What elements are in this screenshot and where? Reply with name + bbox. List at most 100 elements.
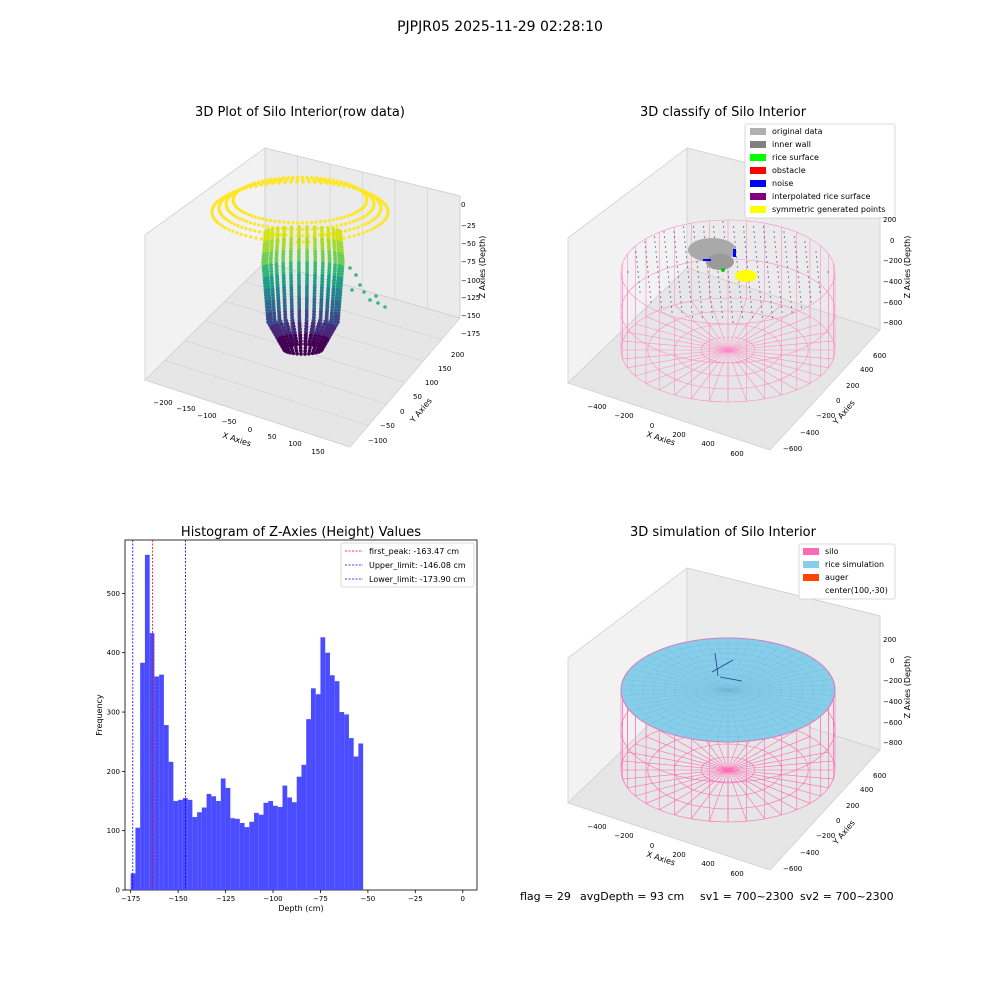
p1-point xyxy=(376,301,380,305)
p2-dot xyxy=(738,281,740,283)
p1-point xyxy=(287,340,291,345)
p1-point xyxy=(305,297,309,301)
p2-dot xyxy=(800,306,803,308)
histogram-bar xyxy=(130,873,136,890)
p2-dot xyxy=(809,291,811,293)
p1-point xyxy=(274,327,278,331)
p1-point xyxy=(274,259,279,264)
p1-point xyxy=(352,234,356,238)
p1-point xyxy=(218,222,222,226)
p1-point xyxy=(288,258,293,263)
p1-point xyxy=(316,226,320,231)
histogram-bar xyxy=(273,805,278,890)
p1-point xyxy=(291,175,295,179)
p2-dot xyxy=(817,276,820,278)
p1-point xyxy=(319,285,324,290)
p2-dot xyxy=(735,256,738,258)
rice-mesh-ring xyxy=(717,684,739,696)
panel-classify-3d: 3D classify of Silo Interior original da… xyxy=(567,105,912,458)
p1-point xyxy=(305,249,309,253)
p2-xtick: 600 xyxy=(730,450,743,458)
p1-point xyxy=(308,336,312,341)
p1-point xyxy=(313,261,318,266)
p1-point xyxy=(282,288,287,293)
histogram-ytick-label: 0 xyxy=(116,887,120,895)
p1-point xyxy=(331,218,336,222)
p1-point xyxy=(372,217,376,221)
p1-point xyxy=(303,346,308,350)
histogram-bar xyxy=(187,799,193,890)
p2-dot xyxy=(785,256,788,258)
p1-point xyxy=(282,220,286,224)
p4-ytick: −600 xyxy=(783,865,802,873)
p1-point xyxy=(297,297,301,301)
p1-point xyxy=(282,234,286,239)
p1-point xyxy=(277,316,282,321)
p1-point xyxy=(280,322,284,327)
p2-dot xyxy=(788,286,791,288)
p2-dot xyxy=(691,316,694,318)
p1-point xyxy=(285,227,289,231)
p1-point xyxy=(340,256,344,260)
p1-point xyxy=(300,221,304,225)
p1-point xyxy=(264,261,269,265)
p1-xtick: −150 xyxy=(176,405,195,413)
p2-dot xyxy=(638,281,640,283)
p2-dot xyxy=(796,261,798,263)
p2-dot xyxy=(754,246,757,248)
p2-dot xyxy=(686,266,689,268)
p1-point xyxy=(267,297,272,301)
p1-point xyxy=(291,351,296,356)
p1-point xyxy=(332,242,337,246)
p1-point xyxy=(291,321,296,326)
p2-dot xyxy=(697,271,699,273)
p1-point xyxy=(294,348,299,353)
p1-point xyxy=(289,246,293,251)
p1-point xyxy=(270,227,275,231)
p2-dot xyxy=(720,306,723,308)
p1-point xyxy=(272,314,277,318)
p1-point xyxy=(331,178,336,182)
legend-swatch-original-data xyxy=(750,128,766,135)
p1-point xyxy=(276,292,281,297)
panel2-ztick-labels: 200 0 −200 −400 −600 −800 xyxy=(883,216,902,327)
p2-dot xyxy=(636,261,638,263)
p2-dot xyxy=(713,231,715,233)
p1-point xyxy=(292,327,297,332)
p1-point xyxy=(303,339,307,343)
p1-point xyxy=(330,296,335,300)
p2-dot xyxy=(741,316,744,318)
p2-ztick: 200 xyxy=(883,216,896,224)
p1-point xyxy=(289,267,293,272)
p1-point xyxy=(278,319,283,324)
p2-dot xyxy=(697,276,700,278)
p2-dot xyxy=(759,296,762,298)
histogram-bar xyxy=(230,818,236,890)
p1-point xyxy=(305,285,309,289)
p1-point xyxy=(312,231,317,236)
p2-dot xyxy=(756,266,759,268)
p2-dot xyxy=(751,316,754,318)
p1-point xyxy=(339,271,343,275)
p1-point xyxy=(356,225,360,229)
histogram-bar xyxy=(249,821,255,890)
p1-point xyxy=(323,340,328,344)
p1-point xyxy=(319,297,324,302)
p1-point xyxy=(297,264,301,268)
p2-dot xyxy=(732,321,734,323)
p1-point xyxy=(363,222,368,226)
p1-point xyxy=(233,214,237,218)
p2-xtick: 400 xyxy=(701,440,714,448)
p1-point xyxy=(252,222,257,226)
p2-dot xyxy=(699,291,701,293)
p1-point xyxy=(327,271,331,276)
p2-dot xyxy=(721,316,724,318)
p1-point xyxy=(314,220,318,224)
p2-dot xyxy=(758,286,761,288)
p1-point xyxy=(335,179,339,183)
p1-point xyxy=(338,283,342,287)
p1-point xyxy=(362,290,366,294)
status-line: flag = 29 avgDepth = 93 cm sv1 = 700~230… xyxy=(520,890,894,903)
p1-point xyxy=(269,266,274,270)
p2-dot xyxy=(768,286,771,288)
